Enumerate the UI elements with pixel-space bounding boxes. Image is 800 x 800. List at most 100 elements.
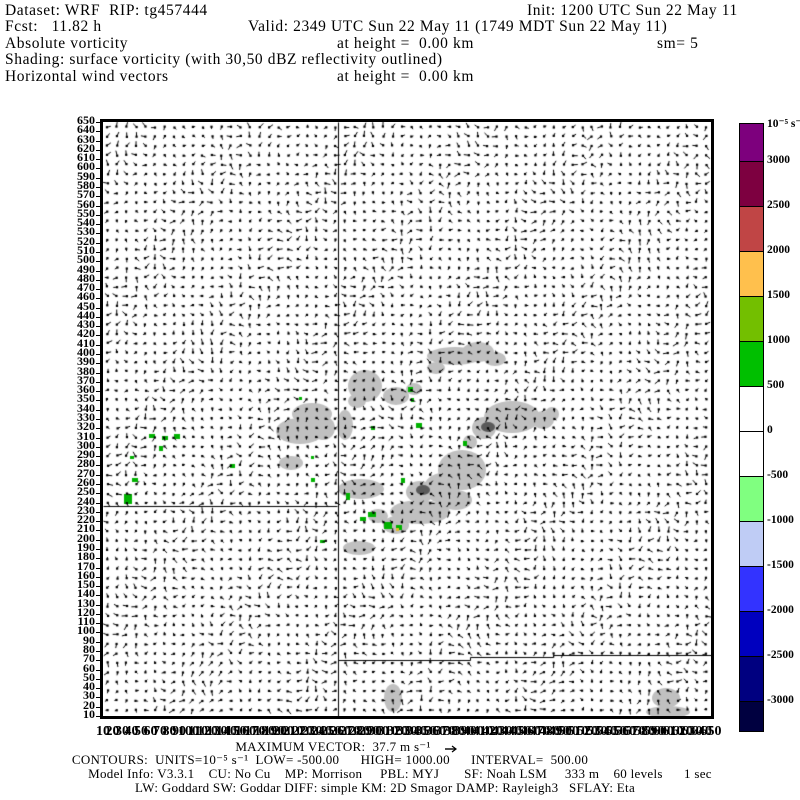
colorbar-tick-label: 1000	[767, 334, 790, 346]
y-tick-label: 190	[77, 539, 95, 554]
y-tick	[96, 669, 100, 671]
y-tick	[96, 493, 100, 495]
y-tick	[96, 511, 100, 513]
y-tick	[96, 595, 100, 597]
y-tick-label: 10	[83, 707, 95, 721]
y-tick-label: 440	[77, 307, 95, 322]
x-tick-label: 130	[206, 724, 228, 739]
y-tick	[96, 326, 100, 328]
y-tick	[96, 131, 100, 133]
y-tick-label: 410	[77, 335, 95, 350]
x-tick-label: 410	[472, 724, 494, 739]
y-tick-label: 580	[77, 177, 95, 192]
y-tick	[96, 539, 100, 541]
x-tick-label: 210	[282, 724, 304, 739]
colorbar-tick-label: 0	[767, 424, 773, 436]
y-tick	[96, 159, 100, 161]
y-tick	[96, 149, 100, 151]
y-tick	[96, 465, 100, 467]
y-tick-label: 590	[77, 168, 95, 183]
y-tick-label: 540	[77, 215, 95, 230]
x-tick-label: 220	[292, 724, 313, 739]
y-tick	[96, 363, 100, 365]
x-tick-label: 570	[624, 724, 646, 739]
y-tick	[96, 196, 100, 198]
y-tick	[96, 354, 100, 356]
x-tick-label: 40	[124, 724, 139, 739]
x-tick-label: 310	[377, 724, 399, 739]
y-tick-label: 230	[77, 502, 95, 517]
x-tick-label: 320	[387, 724, 408, 739]
x-tick-label: 80	[162, 724, 177, 739]
y-tick-label: 40	[83, 679, 95, 694]
x-tick-label: 350	[415, 724, 437, 739]
y-tick	[96, 400, 100, 402]
y-tick-label: 150	[77, 577, 95, 592]
x-tick-label: 330	[396, 724, 418, 739]
colorbar-tick-label: -3000	[767, 694, 794, 706]
x-tick-label: 380	[444, 724, 465, 739]
colorbar-segment	[740, 161, 763, 206]
x-tick-label: 620	[672, 724, 693, 739]
x-tick-label: 70	[153, 724, 167, 739]
y-tick-label: 570	[77, 187, 95, 202]
y-tick	[96, 298, 100, 300]
y-tick	[96, 122, 100, 123]
x-tick-label: 170	[244, 724, 266, 739]
y-tick-label: 340	[77, 400, 95, 415]
y-tick-label: 140	[77, 586, 95, 601]
x-tick-label: 430	[491, 724, 513, 739]
x-tick-label: 110	[187, 724, 209, 739]
colorbar-segment	[740, 476, 763, 521]
footer-physics-info: LW: Goddard SW: Goddar DIFF: simple KM: …	[134, 780, 636, 795]
y-tick	[96, 446, 100, 448]
y-tick-label: 160	[77, 567, 95, 582]
x-tick-label: 90	[172, 724, 186, 739]
y-tick-label: 460	[77, 289, 95, 304]
y-tick-label: 360	[77, 382, 95, 397]
y-tick-label: 270	[77, 465, 95, 480]
y-tick	[96, 521, 100, 523]
footer-model-info: Model Info: V3.3.1 CU: No Cu MP: Morriso…	[88, 766, 712, 781]
y-tick-label: 420	[77, 326, 95, 341]
y-tick-label: 280	[77, 456, 95, 471]
x-tick-label: 300	[368, 724, 389, 739]
y-tick	[96, 567, 100, 569]
colorbar	[739, 123, 764, 732]
y-tick	[96, 548, 100, 550]
y-tick	[96, 586, 100, 588]
colorbar-tick-label: 500	[767, 379, 785, 391]
colorbar-tick-label: -2500	[767, 649, 794, 661]
colorbar-segment	[740, 656, 763, 701]
y-tick-label: 80	[83, 642, 95, 657]
colorbar-segment	[740, 341, 763, 386]
header-vectors-height: at height = 0.00 km	[337, 68, 474, 85]
y-tick-label: 60	[83, 660, 95, 675]
header-forecast-hour: Fcst: 11.82 h	[5, 18, 102, 35]
colorbar-tick-label: -1500	[767, 559, 794, 571]
y-tick-label: 320	[77, 419, 95, 434]
x-tick-label: 440	[501, 724, 522, 739]
x-tick-label: 600	[653, 724, 674, 739]
x-tick-label: 120	[197, 724, 218, 739]
plot-frame	[100, 119, 714, 719]
y-tick-label: 530	[77, 224, 95, 239]
y-tick-label: 390	[77, 354, 95, 369]
y-tick-label: 470	[77, 280, 95, 295]
y-tick-label: 130	[77, 595, 95, 610]
y-tick-label: 290	[77, 447, 95, 462]
y-tick-label: 300	[77, 437, 95, 452]
y-tick-label: 400	[77, 345, 95, 360]
x-tick-label: 340	[406, 724, 427, 739]
y-tick	[96, 706, 100, 708]
colorbar-tick-label: 1500	[767, 289, 790, 301]
x-tick-label: 630	[681, 724, 703, 739]
y-tick	[96, 381, 100, 383]
y-tick	[96, 214, 100, 216]
y-tick	[96, 716, 100, 717]
x-tick-label: 240	[311, 724, 332, 739]
x-tick-label: 200	[273, 724, 294, 739]
colorbar-segment	[740, 206, 763, 251]
y-tick	[96, 186, 100, 188]
x-tick-label: 460	[520, 724, 541, 739]
